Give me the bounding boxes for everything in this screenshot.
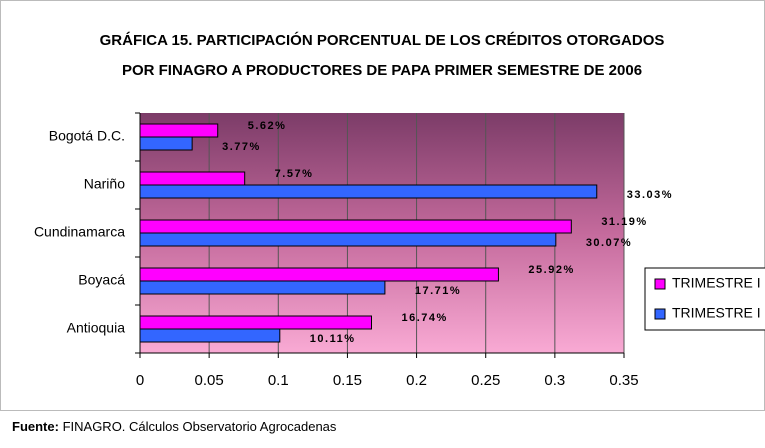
bar	[139, 219, 572, 234]
y-tick-label: Boyacá	[78, 272, 125, 288]
x-tick-label: 0.05	[195, 372, 224, 389]
value-label: 16.74%	[401, 312, 447, 324]
bar	[139, 232, 557, 247]
value-label: 30.07%	[586, 237, 632, 249]
legend-label: TRIMESTRE I	[672, 305, 761, 321]
value-label: 17.71%	[415, 285, 461, 297]
source-label: Fuente:	[12, 419, 59, 434]
y-tick-label: Nariño	[84, 176, 125, 192]
source: Fuente: FINAGRO. Cálculos Observatorio A…	[12, 419, 337, 434]
value-label: 7.57%	[275, 168, 314, 180]
x-tick-label: 0	[136, 372, 144, 389]
value-label: 31.19%	[601, 216, 647, 228]
value-label: 5.62%	[248, 120, 287, 132]
x-tick-label: 0.35	[609, 372, 638, 389]
bar	[139, 171, 246, 186]
bar	[139, 267, 499, 282]
legend-label: TRIMESTRE I	[672, 275, 761, 291]
x-tick-label: 0.1	[268, 372, 289, 389]
value-label: 33.03%	[627, 189, 673, 201]
legend-box	[644, 267, 765, 331]
bar	[139, 280, 386, 295]
x-tick-label: 0.15	[333, 372, 362, 389]
bar	[139, 184, 598, 199]
x-tick-label: 0.3	[544, 372, 565, 389]
x-tick-label: 0.25	[471, 372, 500, 389]
bar	[139, 123, 219, 138]
y-tick-label: Cundinamarca	[34, 224, 125, 240]
legend: TRIMESTRE I TRIMESTRE I	[644, 267, 765, 331]
legend-swatch	[654, 308, 666, 320]
x-tick-label: 0.2	[406, 372, 427, 389]
chart-title: GRÁFICA 15. PARTICIPACIÓN PORCENTUAL DE …	[100, 31, 665, 49]
bar	[139, 315, 372, 330]
legend-swatch	[654, 278, 666, 290]
bar	[139, 328, 281, 343]
source-text: FINAGRO. Cálculos Observatorio Agrocaden…	[63, 419, 337, 434]
y-tick-label: Bogotá D.C.	[49, 128, 125, 144]
value-label: 25.92%	[528, 264, 574, 276]
bar	[139, 136, 193, 151]
value-label: 10.11%	[310, 333, 356, 345]
y-tick-label: Antioquia	[67, 320, 126, 336]
chart-title: POR FINAGRO A PRODUCTORES DE PAPA PRIMER…	[122, 62, 642, 79]
value-label: 3.77%	[222, 141, 261, 153]
